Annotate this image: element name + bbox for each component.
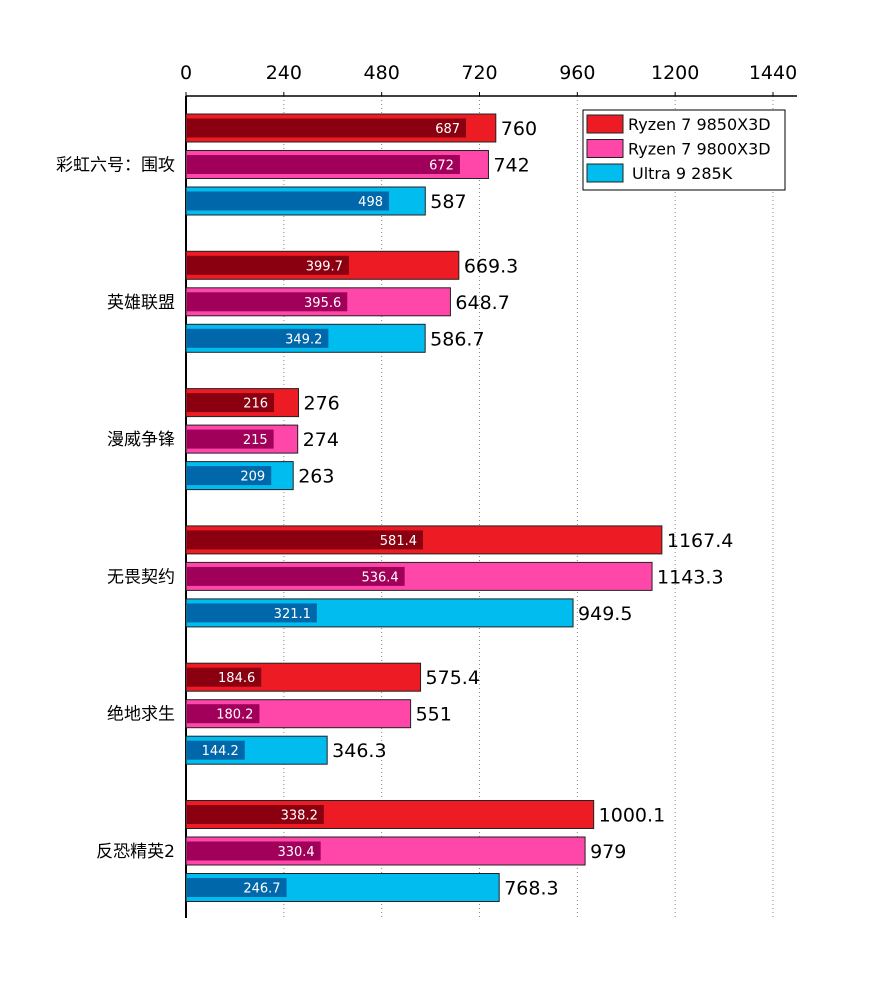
inner-value-label: 321.1 <box>274 607 311 622</box>
inner-value-label: 399.7 <box>306 259 343 274</box>
legend-label: Ultra 9 285K <box>632 164 733 183</box>
x-tick-label: 1440 <box>749 62 797 84</box>
value-label: 760 <box>501 118 537 140</box>
inner-bar-0 <box>187 393 275 413</box>
value-label: 587 <box>430 191 466 213</box>
inner-bar-2 <box>187 740 245 760</box>
value-label: 669.3 <box>464 255 518 277</box>
inner-bar-0 <box>187 667 262 687</box>
inner-bar-2 <box>187 878 287 897</box>
inner-bar-1 <box>187 704 260 724</box>
inner-value-label: 349.2 <box>285 332 322 347</box>
category-label: 反恐精英2 <box>96 842 175 862</box>
value-label: 276 <box>304 393 340 415</box>
value-label: 1143.3 <box>657 566 723 588</box>
inner-value-label: 536.4 <box>361 570 398 585</box>
inner-bar-0 <box>187 530 424 550</box>
value-label: 551 <box>416 704 452 726</box>
inner-bar-0 <box>187 118 467 138</box>
category-label: 无畏契约 <box>107 567 175 587</box>
legend-label: Ryzen 7 9850X3D <box>628 115 771 134</box>
value-label: 648.7 <box>455 292 509 314</box>
legend-swatch <box>586 139 624 158</box>
inner-bar-2 <box>187 191 390 211</box>
inner-value-label: 144.2 <box>202 744 239 759</box>
inner-bar-0 <box>187 805 324 824</box>
value-label: 575.4 <box>426 667 480 689</box>
value-label: 274 <box>303 429 339 451</box>
category-label: 英雄联盟 <box>107 293 175 313</box>
category-label: 彩虹六号：围攻 <box>56 156 175 176</box>
inner-bar-1 <box>187 429 274 449</box>
x-tick-label: 720 <box>461 62 497 84</box>
value-label: 346.3 <box>332 740 386 762</box>
value-label: 1167.4 <box>667 530 733 552</box>
inner-value-label: 395.6 <box>304 296 341 311</box>
legend-label: Ryzen 7 9800X3D <box>628 140 771 159</box>
inner-value-label: 581.4 <box>380 534 417 549</box>
inner-value-label: 330.4 <box>277 845 314 860</box>
inner-value-label: 209 <box>240 470 265 485</box>
inner-value-label: 215 <box>243 433 268 448</box>
value-label: 979 <box>590 841 626 863</box>
x-tick-label: 480 <box>364 62 400 84</box>
inner-bar-1 <box>187 292 348 312</box>
category-label: 漫威争锋 <box>107 430 175 450</box>
legend-swatch <box>586 114 624 134</box>
inner-value-label: 246.7 <box>243 882 280 897</box>
inner-value-label: 180.2 <box>216 708 253 723</box>
x-tick-label: 0 <box>180 62 192 84</box>
inner-bar-1 <box>187 841 321 861</box>
value-label: 742 <box>493 155 529 177</box>
inner-bar-1 <box>187 566 405 586</box>
inner-value-label: 338.2 <box>281 809 318 824</box>
inner-bar-2 <box>187 603 317 623</box>
inner-value-label: 216 <box>243 397 268 412</box>
inner-value-label: 687 <box>435 122 460 137</box>
value-label: 949.5 <box>578 603 632 625</box>
value-label: 768.3 <box>504 878 558 900</box>
x-tick-label: 960 <box>559 62 595 84</box>
x-tick-label: 240 <box>266 62 302 84</box>
value-label: 263 <box>298 466 334 488</box>
inner-bar-1 <box>187 155 460 174</box>
inner-value-label: 672 <box>429 159 454 174</box>
inner-bar-2 <box>187 466 272 486</box>
inner-value-label: 498 <box>358 195 383 210</box>
legend-swatch <box>586 163 624 183</box>
value-label: 1000.1 <box>599 805 665 827</box>
x-tick-label: 1200 <box>651 62 699 84</box>
value-label: 586.7 <box>430 328 484 350</box>
inner-bar-0 <box>187 255 349 275</box>
category-label: 绝地求生 <box>107 705 175 725</box>
inner-bar-2 <box>187 328 329 348</box>
inner-value-label: 184.6 <box>218 671 255 686</box>
